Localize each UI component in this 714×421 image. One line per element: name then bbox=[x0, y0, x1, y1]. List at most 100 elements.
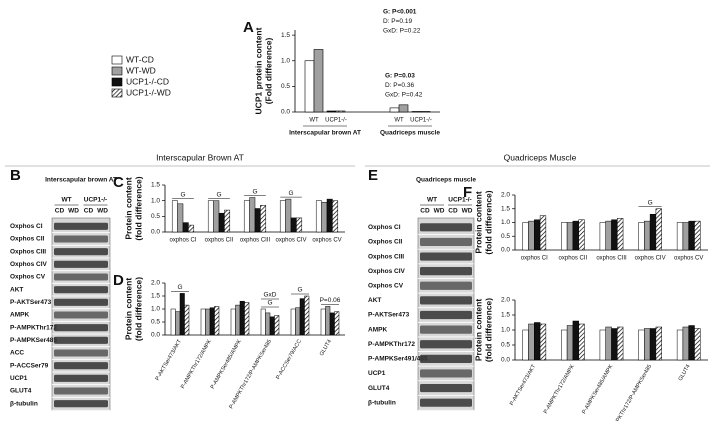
blot-row-label: P-AMPKThr172 bbox=[368, 341, 415, 348]
blot-row-label: Oxphos CI bbox=[10, 223, 43, 230]
y-axis-label: Protein content bbox=[123, 278, 133, 341]
y-tick-label: 1.0 bbox=[501, 219, 510, 226]
legend-swatch bbox=[111, 55, 123, 65]
y-axis-label: (fold difference) bbox=[483, 190, 493, 254]
y-tick-label: 2.0 bbox=[501, 192, 510, 199]
x-tick-label: P-AMPKThr172/P-AMPKSer485 bbox=[608, 364, 653, 421]
annotation: G bbox=[288, 190, 293, 197]
diet-label: CD bbox=[84, 208, 94, 215]
annotation: G bbox=[177, 284, 182, 291]
y-tick-label: 0.5 bbox=[281, 83, 290, 90]
bar bbox=[334, 311, 340, 336]
blot-band bbox=[54, 260, 108, 268]
annotation: GxD: P=0.22 bbox=[383, 28, 421, 35]
x-tick-label: oxphos CI bbox=[169, 238, 196, 244]
x-tick-label: UCP1-/- bbox=[325, 118, 347, 124]
blot-band bbox=[420, 398, 472, 407]
y-tick-label: 0.0 bbox=[151, 332, 160, 339]
bar bbox=[321, 201, 328, 233]
diet-label: CD bbox=[448, 208, 458, 215]
y-tick-label: 1.0 bbox=[151, 306, 160, 313]
blot-band bbox=[420, 310, 472, 320]
blot-band bbox=[420, 340, 472, 349]
annotation: D: P=0.19 bbox=[383, 18, 412, 25]
blot-title: Interscapular brown AT bbox=[45, 177, 117, 184]
bar bbox=[539, 215, 547, 251]
blot-row-label: P-AMPKThr172 bbox=[10, 324, 57, 331]
blot-row-label: GLUT4 bbox=[10, 388, 32, 395]
bar bbox=[561, 329, 568, 361]
bar bbox=[649, 214, 657, 251]
bar bbox=[528, 323, 535, 361]
legend-label: WT-CD bbox=[126, 54, 154, 64]
blot-row-label: Oxphos CIII bbox=[10, 248, 46, 255]
blot-band bbox=[420, 383, 472, 393]
y-tick-label: 0.5 bbox=[501, 233, 510, 240]
bar bbox=[177, 203, 184, 233]
diet-label: WD bbox=[462, 208, 473, 215]
y-tick-label: 2.0 bbox=[501, 297, 510, 304]
panel-letter: D bbox=[113, 272, 124, 289]
y-tick-label: 0.5 bbox=[151, 213, 160, 220]
category-label: Quadriceps muscle bbox=[380, 130, 440, 137]
bar bbox=[230, 308, 236, 336]
bar bbox=[676, 222, 684, 251]
blot-row-label: P-AKTSer473 bbox=[10, 299, 52, 306]
bar bbox=[320, 308, 326, 336]
blot-band bbox=[420, 325, 472, 334]
bar bbox=[534, 322, 541, 361]
y-tick-label: 2.0 bbox=[151, 280, 160, 287]
x-tick-label: oxphos CIII bbox=[240, 238, 271, 244]
diet-label: CD bbox=[55, 208, 65, 215]
bar bbox=[617, 326, 624, 361]
bar bbox=[605, 220, 612, 251]
annotation: GxD bbox=[264, 292, 277, 299]
diet-label: WD bbox=[434, 208, 445, 215]
bar bbox=[638, 329, 645, 361]
panel-letter: A bbox=[243, 19, 254, 36]
blot-row-label: Oxphos CI bbox=[368, 224, 401, 231]
blot-band bbox=[54, 324, 108, 332]
blot-row-label: AMPK bbox=[10, 312, 29, 319]
x-tick-label: P-ACCSer79/ACC bbox=[275, 339, 303, 381]
blot-row-label: UCP1 bbox=[10, 375, 28, 382]
bar bbox=[235, 304, 241, 336]
panel-letter: F bbox=[463, 184, 472, 201]
blot-band bbox=[54, 336, 108, 344]
bar bbox=[179, 293, 185, 336]
bar bbox=[243, 200, 250, 233]
bar bbox=[688, 220, 695, 251]
blot-band bbox=[54, 273, 108, 281]
bar bbox=[214, 306, 220, 336]
x-tick-label: P-AMPKSer485/AMPK bbox=[581, 363, 614, 415]
x-tick-label: P-AMPKThr172/AMPK bbox=[180, 338, 213, 389]
blot-row-label: Oxphos CIII bbox=[368, 253, 404, 260]
genotype-label: WT bbox=[61, 197, 71, 204]
legend-label: UCP1-/-CD bbox=[126, 76, 169, 86]
bar bbox=[224, 209, 231, 233]
bar bbox=[561, 222, 568, 251]
blot-band bbox=[54, 374, 108, 382]
blot-row-label: Oxphos CIV bbox=[368, 268, 406, 275]
blot-row-label: β-tubulin bbox=[10, 400, 38, 407]
bar bbox=[213, 200, 220, 233]
bar bbox=[171, 200, 178, 233]
annotation: G bbox=[297, 287, 302, 294]
y-axis-label: Protein content bbox=[473, 191, 483, 254]
bar bbox=[244, 302, 250, 336]
category-label: Interscapular brown AT bbox=[289, 130, 361, 137]
y-axis-label: UCP1 protein content bbox=[253, 27, 263, 114]
x-tick-label: oxphos CII bbox=[559, 256, 588, 262]
x-tick-label: WT bbox=[394, 118, 404, 124]
bar bbox=[649, 328, 657, 361]
bar bbox=[578, 219, 585, 251]
bar bbox=[572, 220, 579, 251]
annotation: G bbox=[267, 300, 272, 307]
bar bbox=[655, 208, 662, 251]
blot-band bbox=[54, 235, 108, 243]
bar bbox=[682, 326, 689, 361]
blot-row-label: Oxphos CIV bbox=[10, 261, 48, 268]
diet-label: WD bbox=[97, 208, 108, 215]
x-tick-label: oxphos CIV bbox=[275, 238, 306, 244]
blot-band bbox=[420, 237, 472, 247]
